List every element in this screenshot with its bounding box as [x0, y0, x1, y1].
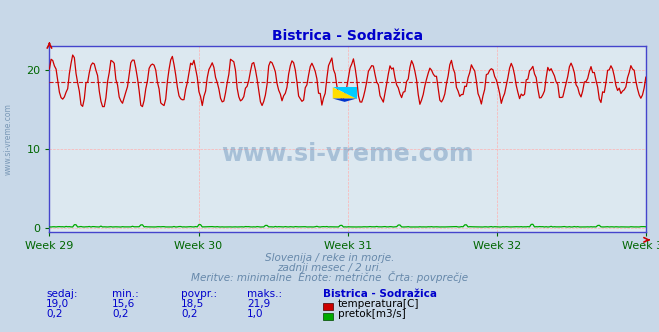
- Text: temperatura[C]: temperatura[C]: [338, 299, 420, 309]
- Text: 1,0: 1,0: [247, 309, 264, 319]
- Polygon shape: [333, 99, 357, 102]
- Text: 0,2: 0,2: [46, 309, 63, 319]
- Text: Bistrica - Sodražica: Bistrica - Sodražica: [323, 289, 437, 299]
- Title: Bistrica - Sodražica: Bistrica - Sodražica: [272, 29, 423, 42]
- Text: maks.:: maks.:: [247, 289, 282, 299]
- Text: 15,6: 15,6: [112, 299, 135, 309]
- Text: Meritve: minimalne  Enote: metrične  Črta: povprečje: Meritve: minimalne Enote: metrične Črta:…: [191, 271, 468, 283]
- Text: zadnji mesec / 2 uri.: zadnji mesec / 2 uri.: [277, 263, 382, 273]
- Text: 0,2: 0,2: [112, 309, 129, 319]
- Text: sedaj:: sedaj:: [46, 289, 78, 299]
- Text: 21,9: 21,9: [247, 299, 270, 309]
- Polygon shape: [333, 87, 357, 99]
- Text: Slovenija / reke in morje.: Slovenija / reke in morje.: [265, 253, 394, 263]
- Polygon shape: [333, 87, 357, 99]
- Text: 18,5: 18,5: [181, 299, 204, 309]
- Text: 0,2: 0,2: [181, 309, 198, 319]
- Text: www.si-vreme.com: www.si-vreme.com: [3, 104, 13, 175]
- Text: povpr.:: povpr.:: [181, 289, 217, 299]
- Text: min.:: min.:: [112, 289, 139, 299]
- Text: pretok[m3/s]: pretok[m3/s]: [338, 309, 406, 319]
- Text: 19,0: 19,0: [46, 299, 69, 309]
- Text: www.si-vreme.com: www.si-vreme.com: [221, 142, 474, 166]
